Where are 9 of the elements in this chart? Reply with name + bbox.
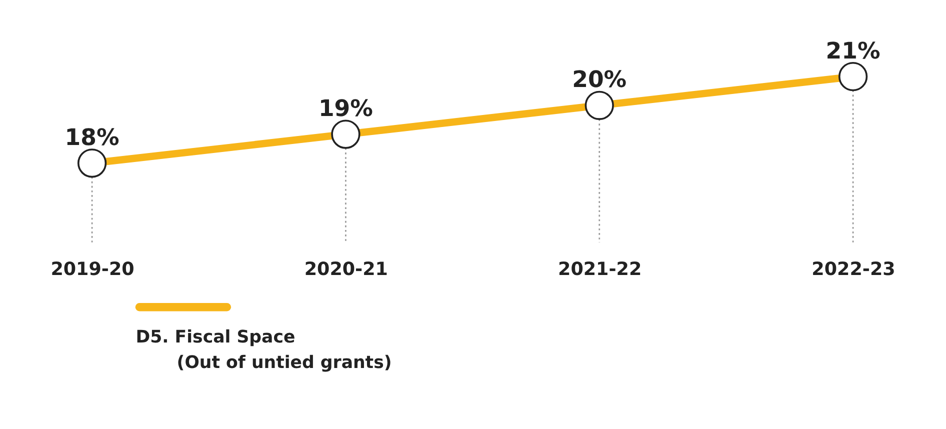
x-tick-label: 2021-22 [558,258,642,280]
text: D5. Fiscal Space (Out of untied grants) [136,328,392,374]
x-tick-label: 2020-21 [304,258,388,280]
x-tick-label: 2019-20 [50,258,134,280]
data-label: 18% [64,124,120,151]
x-tick-label: 2022-23 [812,258,896,280]
data-label: 21% [826,38,880,64]
data-label: 20% [572,67,627,94]
data-label: 19% [318,96,374,122]
